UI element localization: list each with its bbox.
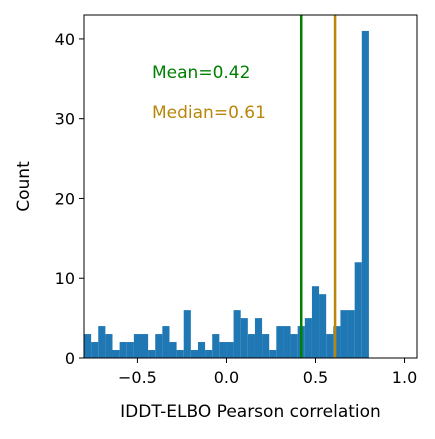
x-tick-label: 0.0 <box>214 368 239 387</box>
histogram-bar <box>162 326 170 358</box>
x-ticks: −0.5 0.0 0.5 1.0 <box>118 358 417 387</box>
histogram-bar <box>226 342 234 358</box>
y-axis-label: Count <box>14 161 34 212</box>
histogram-bar <box>84 334 92 358</box>
annotations: Mean=0.42 Median=0.61 <box>152 63 266 123</box>
y-tick-label: 20 <box>55 189 75 208</box>
histogram-bar <box>91 342 99 358</box>
histogram-bar <box>262 334 270 358</box>
x-tick-label: 1.0 <box>392 368 417 387</box>
histogram-bar <box>219 342 227 358</box>
histogram-bar <box>304 318 312 358</box>
histogram-bar <box>133 334 141 358</box>
reference-lines <box>300 15 337 358</box>
x-tick-label: 0.5 <box>303 368 328 387</box>
histogram-bar <box>140 334 149 358</box>
histogram-bar <box>148 350 156 358</box>
mean-annotation: Mean=0.42 <box>152 63 250 83</box>
y-tick-label: 0 <box>65 349 75 368</box>
histogram-bar <box>340 310 348 358</box>
histogram-bar <box>283 326 291 358</box>
histogram-bar <box>105 334 113 358</box>
histogram-bar <box>326 334 334 358</box>
histogram-bar <box>205 350 213 358</box>
histogram-bar <box>119 342 127 358</box>
x-axis-label: IDDT-ELBO Pearson correlation <box>120 402 381 422</box>
histogram-bar <box>333 326 341 358</box>
x-tick-label: −0.5 <box>118 368 157 387</box>
histogram-bar <box>233 310 241 358</box>
median-annotation: Median=0.61 <box>152 103 266 123</box>
histogram-bar <box>290 334 298 358</box>
histogram-bar <box>98 326 106 358</box>
y-tick-label: 30 <box>55 110 75 129</box>
histogram-bar <box>212 334 220 358</box>
y-ticks: 0 10 20 30 40 <box>55 30 84 368</box>
histogram-bar <box>311 286 320 358</box>
y-tick-label: 40 <box>55 30 75 49</box>
histogram-bar <box>190 350 198 358</box>
histogram-bar <box>240 318 248 358</box>
histogram-bar <box>176 350 184 358</box>
histogram-bar <box>361 30 369 358</box>
histogram-bar <box>247 334 255 358</box>
histogram-bar <box>254 318 263 358</box>
histogram-bar <box>112 350 120 358</box>
histogram-bar <box>276 326 284 358</box>
histogram-bar <box>269 350 277 358</box>
axes-frame <box>83 14 418 359</box>
histogram-bar <box>347 310 355 358</box>
histogram-bar <box>354 262 362 358</box>
histogram-bar <box>155 334 163 358</box>
histogram-bar <box>169 342 177 358</box>
histogram-bar <box>126 342 134 358</box>
histogram-bar <box>319 294 327 358</box>
histogram-bar <box>197 342 206 358</box>
y-tick-label: 10 <box>55 269 75 288</box>
histogram-bar <box>183 310 191 358</box>
